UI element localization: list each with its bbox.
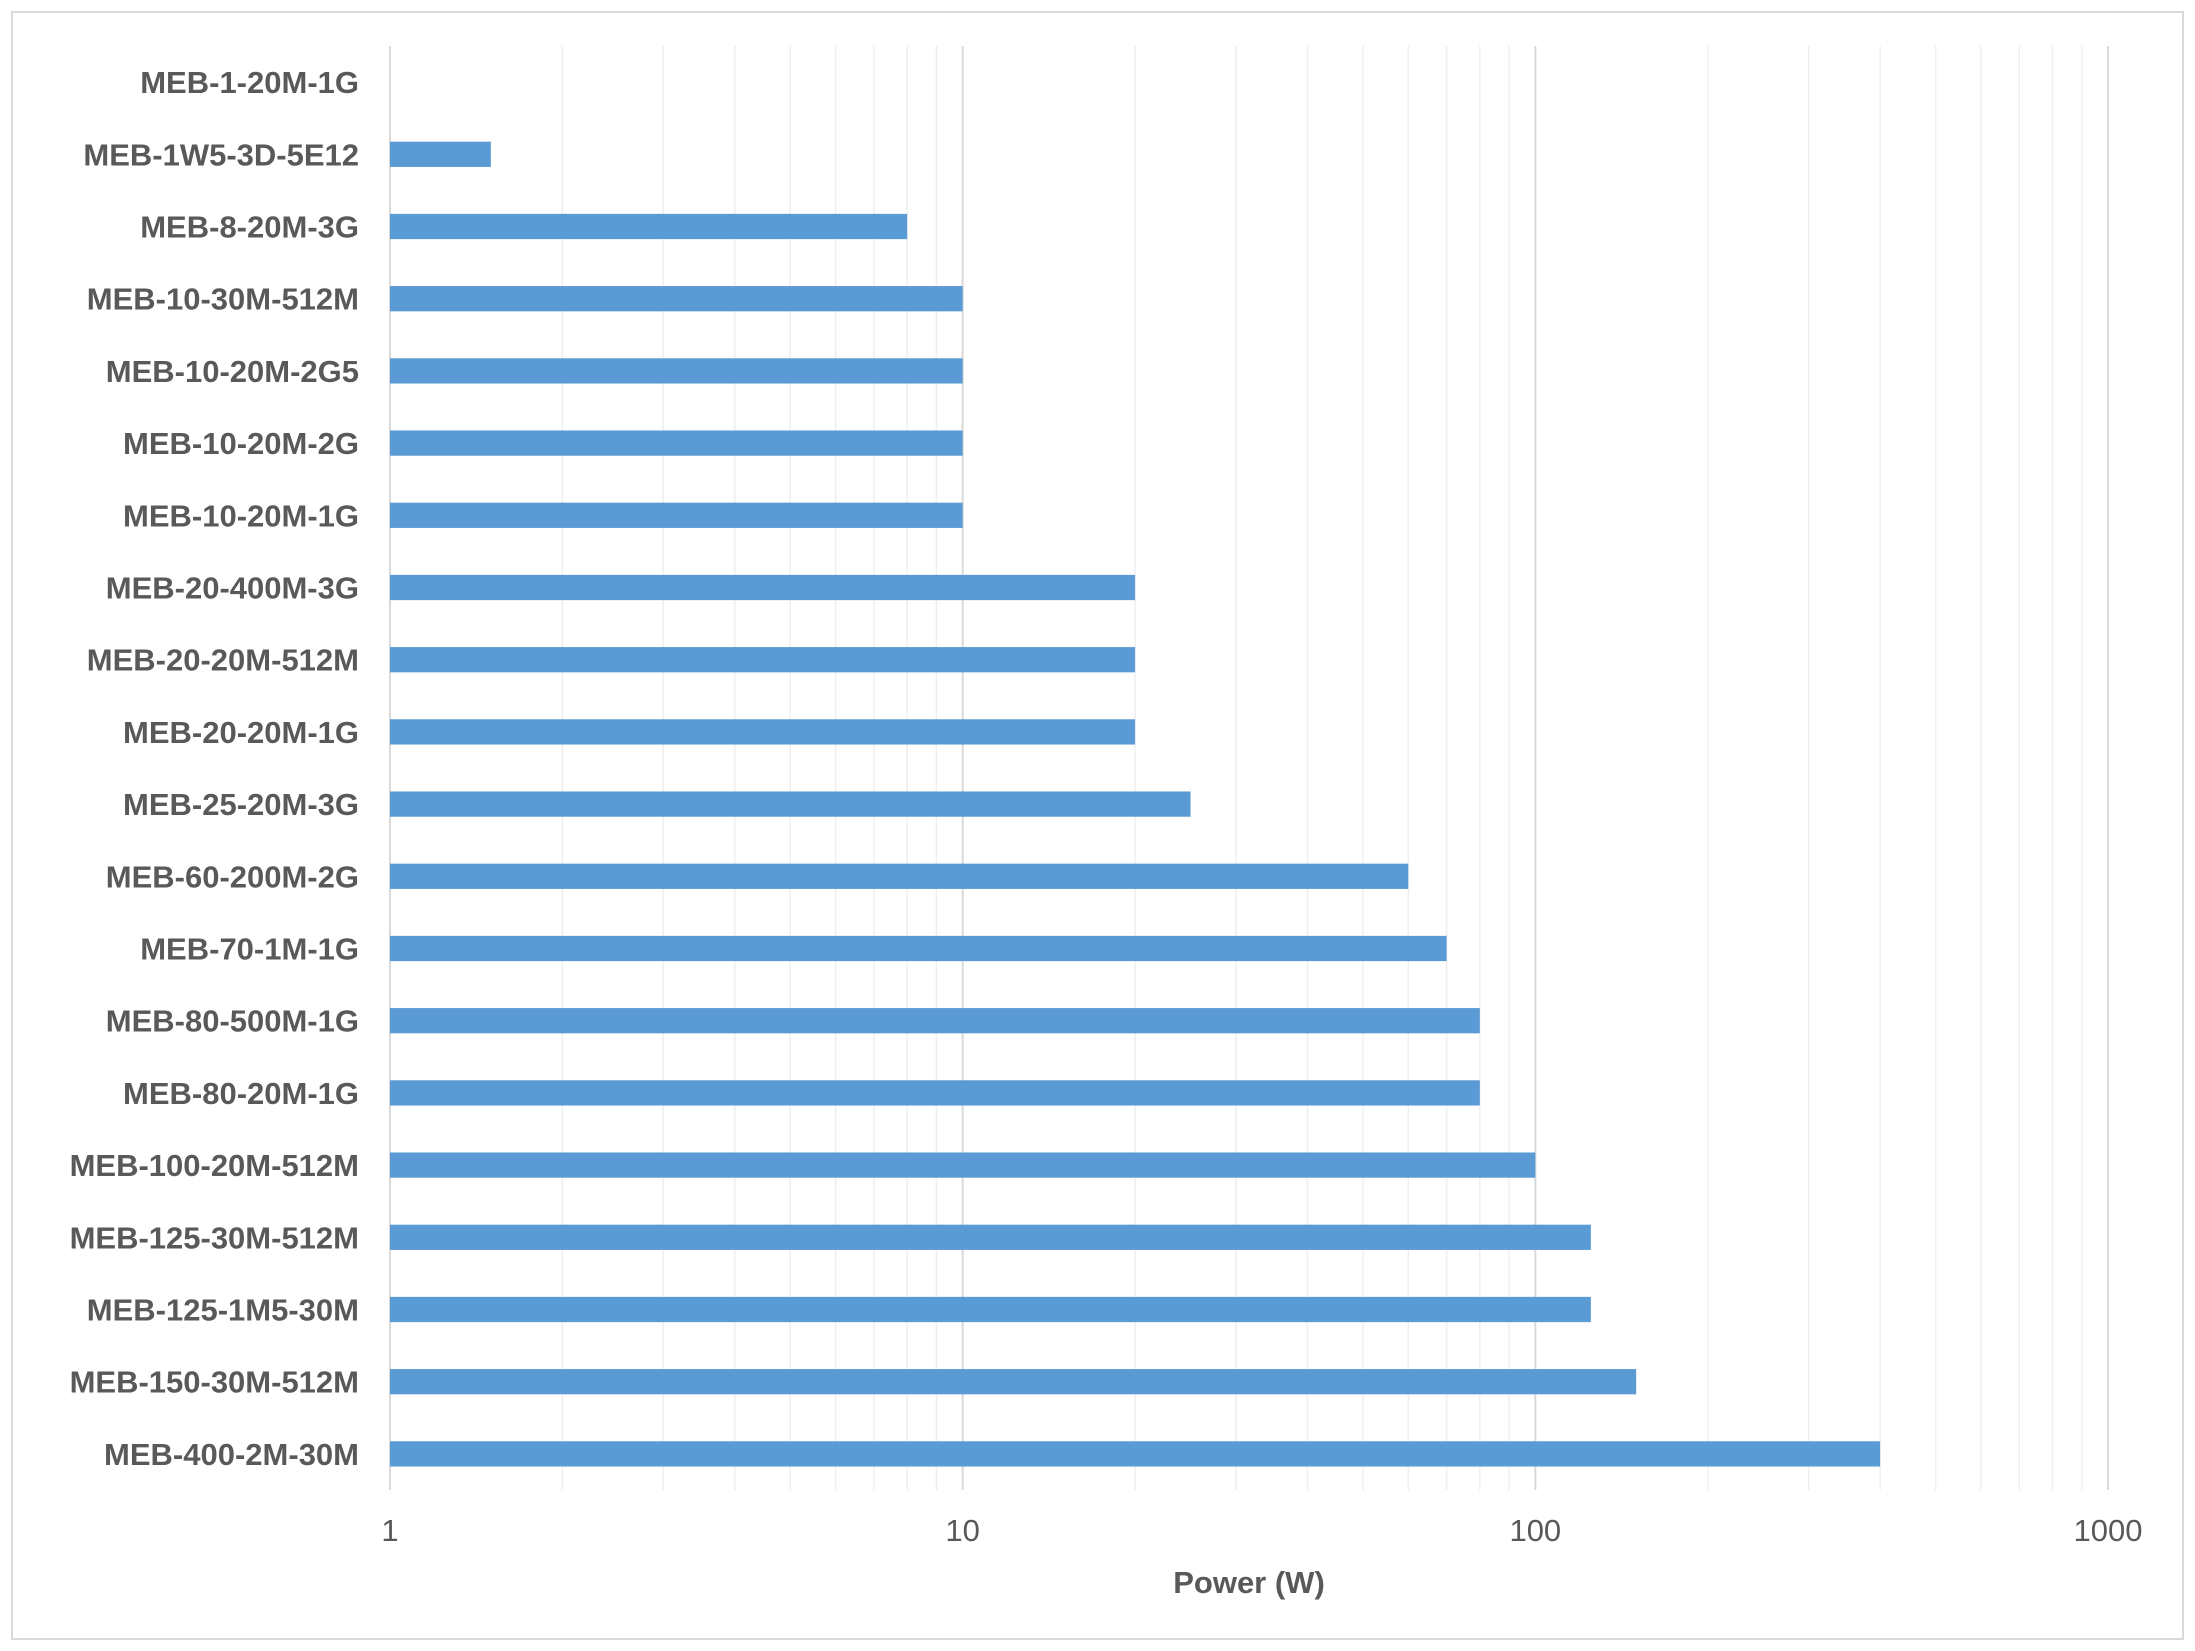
category-label: MEB-80-500M-1G [106,1004,359,1039]
x-tick-label: 1000 [2074,1513,2143,1548]
bar [390,1152,1536,1178]
bar [390,141,491,167]
bar [390,1296,1591,1323]
category-label: MEB-10-20M-2G [123,426,359,461]
bar [390,430,963,456]
bar [390,1224,1591,1250]
bar [390,502,963,528]
category-label: MEB-1-20M-1G [140,65,359,100]
bars [390,141,1881,1467]
category-label: MEB-150-30M-512M [70,1365,359,1400]
x-tick-label: 10 [945,1513,979,1548]
category-label: MEB-1W5-3D-5E12 [83,137,359,172]
category-label: MEB-10-20M-2G5 [106,354,359,389]
bar [390,1441,1881,1467]
x-tick-label: 100 [1509,1513,1561,1548]
bar [390,358,963,384]
category-label: MEB-80-20M-1G [123,1076,359,1111]
category-label: MEB-125-30M-512M [70,1220,359,1255]
bar [390,647,1136,673]
category-label: MEB-60-200M-2G [106,859,359,894]
category-label: MEB-20-400M-3G [106,571,359,606]
category-label: MEB-20-20M-1G [123,715,359,750]
bar [390,1369,1637,1395]
category-label: MEB-8-20M-3G [140,210,359,245]
category-label: MEB-10-20M-1G [123,498,359,533]
category-labels: MEB-1-20M-1G MEB-1W5-3D-5E12 MEB-8-20M-3G M… [70,65,359,1472]
x-tick-labels: 1 10 100 1000 [381,1513,2142,1548]
category-label: MEB-10-30M-512M [87,282,359,317]
bar [390,1008,1480,1034]
bar [390,719,1136,745]
chart-frame [11,11,2184,1640]
category-label: MEB-100-20M-512M [70,1148,359,1183]
bar [390,574,1136,601]
category-label: MEB-400-2M-30M [104,1437,359,1472]
bar [390,791,1191,817]
gridlines [389,46,2109,1490]
bar [390,863,1409,889]
bar [390,935,1447,962]
bar [390,213,908,240]
x-axis-title: Power (W) [1173,1565,1325,1600]
category-label: MEB-125-1M5-30M [87,1293,359,1328]
x-tick-label: 1 [381,1513,398,1548]
category-label: MEB-25-20M-3G [123,787,359,822]
category-label: MEB-20-20M-512M [87,643,359,678]
bar [390,1080,1480,1106]
bar [390,286,963,312]
category-label: MEB-70-1M-1G [140,932,359,967]
